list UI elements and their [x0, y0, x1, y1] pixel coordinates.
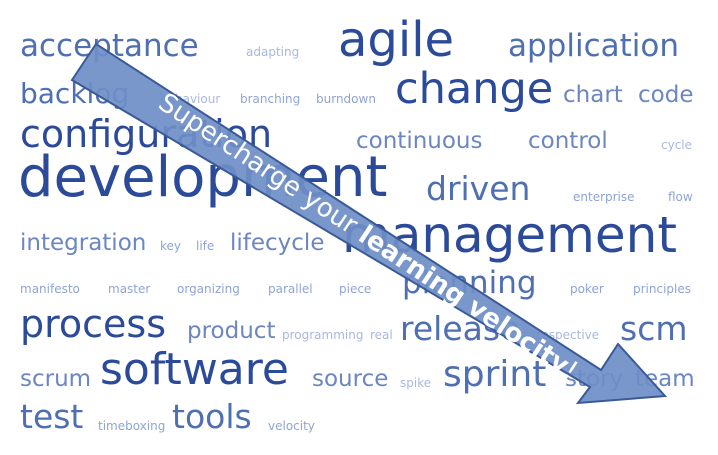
- word-continuous: continuous: [356, 128, 483, 154]
- word-timeboxing: timeboxing: [98, 419, 166, 433]
- word-piece: piece: [339, 282, 372, 296]
- word-application: application: [508, 28, 679, 64]
- word-spike: spike: [400, 376, 432, 390]
- word-master: master: [108, 282, 151, 296]
- word-poker: poker: [570, 282, 604, 296]
- word-software: software: [100, 344, 289, 395]
- word-scm: scm: [620, 309, 688, 348]
- word-agile: agile: [338, 12, 455, 68]
- word-principles: principles: [633, 282, 692, 296]
- word-key: key: [160, 239, 182, 253]
- word-real: real: [370, 328, 393, 342]
- word-adapting: adapting: [246, 45, 300, 59]
- word-control: control: [528, 128, 608, 154]
- word-flow: flow: [668, 190, 693, 204]
- word-lifecycle: lifecycle: [230, 230, 325, 256]
- word-parallel: parallel: [268, 282, 313, 296]
- word-cycle: cycle: [661, 138, 693, 152]
- word-organizing: organizing: [177, 282, 240, 296]
- word-sprint: sprint: [443, 354, 547, 395]
- word-scrum: scrum: [20, 366, 92, 392]
- arrow-shape: [70, 42, 668, 405]
- word-programming: programming: [282, 328, 364, 342]
- word-product: product: [187, 318, 276, 344]
- word-burndown: burndown: [316, 92, 376, 106]
- word-velocity: velocity: [268, 419, 315, 433]
- word-life: life: [196, 239, 215, 253]
- word-source: source: [312, 366, 389, 392]
- word-enterprise: enterprise: [573, 190, 635, 204]
- word-code: code: [638, 82, 694, 108]
- word-branching: branching: [240, 92, 301, 106]
- word-driven: driven: [426, 169, 531, 208]
- word-process: process: [20, 302, 167, 346]
- word-tools: tools: [172, 397, 252, 436]
- word-test: test: [20, 397, 84, 436]
- word-change: change: [395, 64, 554, 114]
- word-manifesto: manifesto: [20, 282, 80, 296]
- word-chart: chart: [563, 82, 623, 108]
- word-integration: integration: [20, 230, 147, 256]
